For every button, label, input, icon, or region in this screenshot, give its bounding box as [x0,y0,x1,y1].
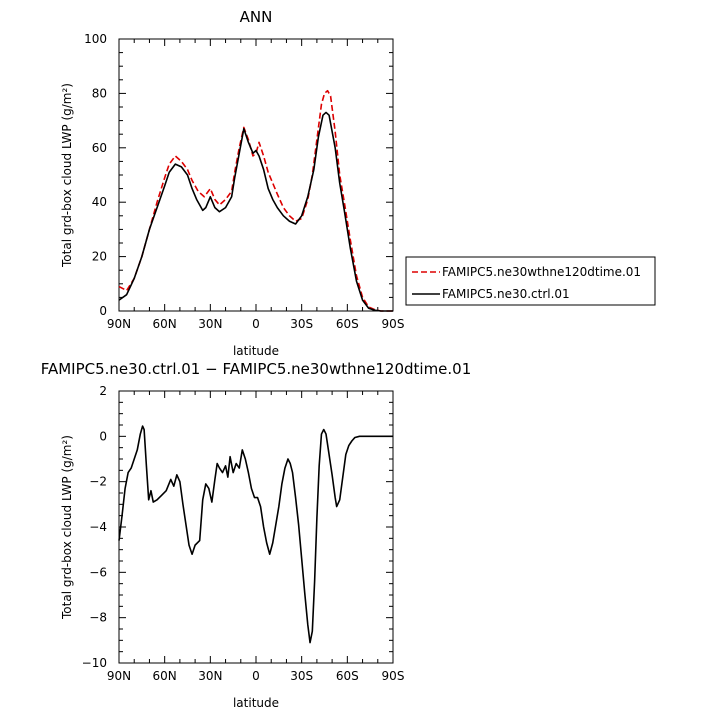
top-x-axis-label: latitude [233,344,279,358]
top-plot-frame [118,38,394,312]
bottom-y-tick-label: −4 [89,520,107,534]
bottom-x-tick-label: 60S [336,669,359,683]
bottom-chart-title: FAMIPC5.ne30.ctrl.01 − FAMIPC5.ne30wthne… [41,360,472,378]
legend-label-series-1: FAMIPC5.ne30wthne120dtime.01 [442,265,641,279]
top-x-tick-label: 60S [336,317,359,331]
bottom-x-axis-label: latitude [233,696,279,710]
bottom-x-tick-label: 90S [382,669,405,683]
bottom-x-tick-label: 0 [252,669,260,683]
bottom-y-axis-label: Total grd-box cloud LWP (g/m²) [60,435,74,620]
bottom-x-tick-label: 30N [198,669,222,683]
bottom-series-line-1 [118,425,393,644]
top-y-tick-label: 100 [84,32,107,46]
bottom-y-tick-label: −6 [89,565,107,579]
top-y-axis-label: Total grd-box cloud LWP (g/m²) [60,83,74,268]
top-y-tick-label: 80 [92,86,107,100]
top-y-tick-label: 20 [92,250,107,264]
top-x-tick-label: 90S [382,317,405,331]
bottom-y-tick-label: −10 [82,656,107,670]
bottom-x-tick-label: 90N [107,669,131,683]
bottom-y-tick-label: 2 [99,384,107,398]
legend-label-series-2: FAMIPC5.ne30.ctrl.01 [442,287,570,301]
top-plot: 90N 60N 30N 0 30S 60S 90S 0 20 40 60 80 100 [84,32,404,331]
bottom-plot-frame [118,390,394,664]
top-x-tick-label: 90N [107,317,131,331]
bottom-plot: 90N 60N 30N 0 30S 60S 90S −10 −8 −6 −4 −2 0 2 [82,384,405,683]
top-x-tick-label: 60N [153,317,177,331]
top-x-tick-label: 30S [290,317,313,331]
bottom-x-tick-label: 60N [153,669,177,683]
bottom-y-tick-label: −2 [89,475,107,489]
bottom-y-tick-label: 0 [99,429,107,443]
top-x-tick-label: 30N [198,317,222,331]
bottom-x-tick-label: 30S [290,669,313,683]
top-y-tick-label: 60 [92,141,107,155]
top-chart-title: ANN [240,8,273,26]
top-series-line-2 [118,111,393,312]
top-series-line-1 [118,89,393,312]
top-legend: FAMIPC5.ne30wthne120dtime.01 FAMIPC5.ne3… [405,256,656,306]
top-y-tick-label: 40 [92,195,107,209]
legend-box [405,256,656,306]
top-y-tick-label: 0 [99,304,107,318]
top-x-tick-label: 0 [252,317,260,331]
bottom-y-tick-label: −8 [89,611,107,625]
